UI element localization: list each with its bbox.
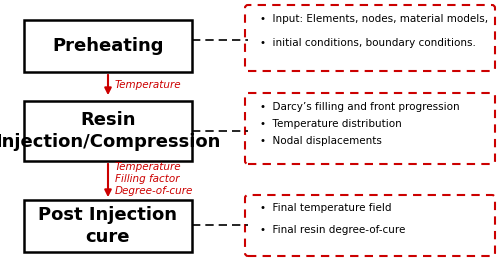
Text: •  Darcy’s filling and front progression: • Darcy’s filling and front progression xyxy=(260,102,460,112)
FancyBboxPatch shape xyxy=(245,195,495,256)
FancyBboxPatch shape xyxy=(245,93,495,164)
FancyBboxPatch shape xyxy=(245,5,495,71)
Text: •  Final resin degree-of-cure: • Final resin degree-of-cure xyxy=(260,225,406,235)
Text: •  Final temperature field: • Final temperature field xyxy=(260,203,392,213)
Bar xyxy=(24,200,192,252)
Text: Preheating: Preheating xyxy=(52,37,164,55)
Text: •  Input: Elements, nodes, material models,: • Input: Elements, nodes, material model… xyxy=(260,14,488,24)
Text: •  Nodal displacements: • Nodal displacements xyxy=(260,136,382,146)
Text: •  initial conditions, boundary conditions.: • initial conditions, boundary condition… xyxy=(260,38,476,48)
Text: •  Temperature distribution: • Temperature distribution xyxy=(260,119,402,129)
Text: Post Injection
cure: Post Injection cure xyxy=(38,206,177,246)
Text: Resin
Injection/Compression: Resin Injection/Compression xyxy=(0,111,220,151)
Bar xyxy=(24,101,192,161)
Text: Temperature: Temperature xyxy=(115,80,182,90)
Text: Temperature
Filling factor
Degree-of-cure: Temperature Filling factor Degree-of-cur… xyxy=(115,162,194,196)
Bar xyxy=(24,20,192,72)
